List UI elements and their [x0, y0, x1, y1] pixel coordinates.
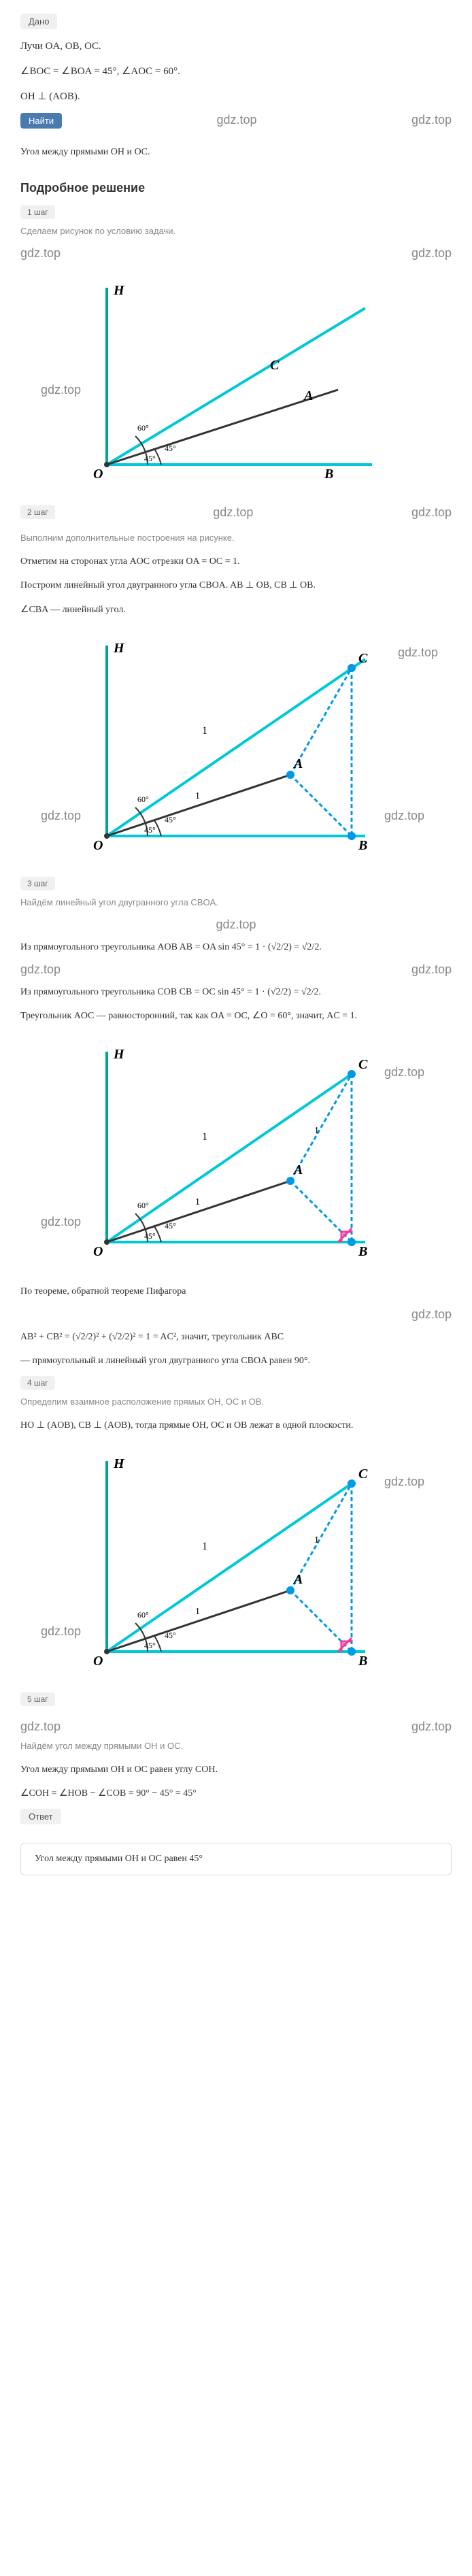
label-B: B	[324, 467, 333, 482]
label-45: 45°	[144, 454, 156, 463]
diagram1: H C A O B 60° 45° 45°	[66, 274, 406, 492]
step3b-l1: По теореме, обратной теореме Пифагора	[20, 1283, 452, 1300]
label-A: A	[292, 1572, 303, 1587]
label-60: 60°	[137, 423, 149, 433]
label-H: H	[113, 1456, 125, 1471]
label-A: A	[292, 1162, 303, 1177]
watermark: gdz.top	[384, 1475, 424, 1489]
label-A: A	[292, 756, 303, 771]
label-C: C	[358, 1057, 368, 1072]
watermark: gdz.top	[41, 809, 81, 823]
watermark: gdz.top	[217, 113, 257, 137]
label-O: O	[93, 1654, 103, 1669]
given-line3: OH ⊥ (AOB).	[20, 88, 452, 106]
label-1: 1	[314, 1535, 319, 1545]
label-45: 45°	[144, 825, 156, 835]
label-45: 45°	[165, 815, 176, 824]
label-H: H	[113, 641, 125, 656]
watermark: gdz.top	[411, 1307, 452, 1322]
step5-badge: 5 шаг	[20, 1692, 55, 1706]
step3-l2: Из прямоугольного треугольника COB CB = …	[20, 984, 452, 1001]
section-title: Подробное решение	[20, 181, 452, 195]
step3b-l2a: AB² + CB² = (√2/2)² + (√2/2)² = 1 = AC²,…	[20, 1328, 452, 1345]
label-H: H	[113, 1047, 125, 1062]
label-C: C	[358, 651, 368, 666]
label-45: 45°	[165, 1221, 176, 1231]
watermark: gdz.top	[20, 1720, 61, 1734]
watermark: gdz.top	[411, 1720, 452, 1734]
label-O: O	[93, 467, 103, 482]
step2-badge: 2 шаг	[20, 505, 55, 519]
label-45: 45°	[165, 1630, 176, 1640]
step3b-l2b: — прямоугольный и линейный угол двугранн…	[20, 1352, 452, 1369]
step5-desc: Найдём угол между прямыми OH и OC.	[20, 1741, 452, 1751]
watermark: gdz.top	[20, 918, 452, 932]
label-60: 60°	[137, 794, 149, 804]
label-O: O	[93, 838, 103, 853]
given-line1: Лучи OA, OB, OC.	[20, 37, 452, 56]
label-B: B	[358, 1244, 367, 1259]
step3-l1: Из прямоугольного треугольника AOB AB = …	[20, 939, 452, 956]
step3-desc: Найдём линейный угол двугранного угла CB…	[20, 897, 452, 907]
watermark: gdz.top	[384, 809, 424, 823]
label-C: C	[358, 1467, 368, 1482]
step2-desc: Выполним дополнительные построения на ри…	[20, 533, 452, 543]
diagram2: H C A O B 1 1 60° 45° 45°	[66, 632, 406, 863]
step3-badge: 3 шаг	[20, 877, 55, 890]
answer-box: Угол между прямыми OH и OC равен 45°	[20, 1843, 452, 1875]
step4-badge: 4 шаг	[20, 1376, 55, 1390]
label-A: A	[303, 388, 313, 403]
label-45: 45°	[165, 444, 176, 453]
watermark: gdz.top	[411, 963, 452, 977]
diagram4: H C A O B 1 1 1 60° 45° 45°	[66, 1448, 406, 1679]
label-1: 1	[202, 1541, 207, 1552]
watermark: gdz.top	[411, 113, 452, 137]
label-1: 1	[202, 725, 207, 737]
label-1: 1	[195, 1197, 200, 1207]
watermark: gdz.top	[411, 246, 452, 261]
label-O: O	[93, 1244, 103, 1259]
label-B: B	[358, 1654, 367, 1669]
label-C: C	[270, 358, 280, 373]
given-badge: Дано	[20, 14, 57, 29]
step2-l1: Отметим на сторонах угла AOC отрезки OA …	[20, 553, 452, 570]
label-45: 45°	[144, 1231, 156, 1241]
find-badge: Найти	[20, 113, 62, 129]
step3-l3: Треугольник AOC — равносторонний, так ка…	[20, 1007, 452, 1024]
step1-badge: 1 шаг	[20, 205, 55, 219]
step4-desc: Определим взаимное расположение прямых O…	[20, 1396, 452, 1407]
step5-l2: ∠COH = ∠HOB − ∠COB = 90° − 45° = 45°	[20, 1785, 452, 1802]
watermark: gdz.top	[213, 505, 253, 526]
find-text: Угол между прямыми OH и OC.	[20, 144, 452, 161]
step1-desc: Сделаем рисунок по условию задачи.	[20, 226, 452, 236]
step2-l3: ∠CBA — линейный угол.	[20, 601, 452, 618]
label-1: 1	[314, 1126, 319, 1136]
diagram3: H C A O B 1 1 1 60° 45° 45°	[66, 1038, 406, 1269]
watermark: gdz.top	[384, 1065, 424, 1080]
label-1: 1	[195, 791, 200, 801]
label-1: 1	[195, 1607, 200, 1617]
answer-badge: Ответ	[20, 1809, 61, 1824]
label-45: 45°	[144, 1641, 156, 1650]
watermark: gdz.top	[20, 963, 61, 977]
label-60: 60°	[137, 1610, 149, 1620]
watermark: gdz.top	[398, 646, 438, 660]
watermark: gdz.top	[41, 1215, 81, 1229]
watermark: gdz.top	[411, 505, 452, 526]
watermark: gdz.top	[41, 1624, 81, 1639]
step2-l2: Построим линейный угол двугранного угла …	[20, 577, 452, 594]
label-1: 1	[202, 1131, 207, 1143]
given-line2: ∠BOC = ∠BOA = 45°, ∠AOC = 60°.	[20, 63, 452, 81]
label-B: B	[358, 838, 367, 853]
watermark: gdz.top	[20, 246, 61, 261]
step4-l1: HO ⊥ (AOB), CB ⊥ (AOB), тогда прямые OH,…	[20, 1417, 452, 1434]
watermark: gdz.top	[41, 383, 81, 397]
label-60: 60°	[137, 1201, 149, 1210]
label-H: H	[113, 283, 125, 298]
step5-l1: Угол между прямыми OH и OC равен углу CO…	[20, 1761, 452, 1778]
answer-text: Угол между прямыми OH и OC равен 45°	[35, 1854, 203, 1864]
